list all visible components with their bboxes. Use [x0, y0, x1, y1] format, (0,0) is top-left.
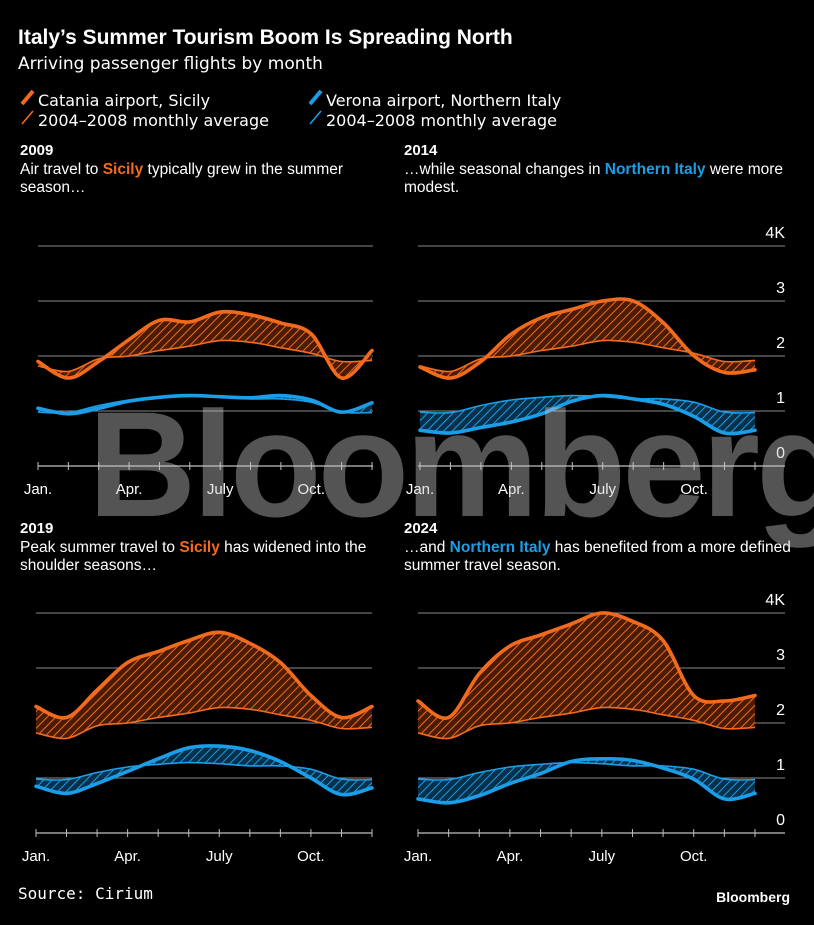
legend-thick-blue-icon — [308, 88, 326, 110]
panel-year: 2024 — [404, 520, 438, 537]
catania-average-line — [419, 339, 756, 373]
x-tick-label: Oct. — [680, 848, 708, 865]
catania-gap-fill — [38, 311, 372, 379]
legend-catania-avg: 2004–2008 monthly average — [20, 108, 269, 130]
source-note: Source: Cirium — [18, 884, 153, 903]
x-tick-label: Apr. — [116, 481, 143, 498]
legend-catania: Catania airport, Sicily — [20, 88, 210, 110]
brand-logo: Bloomberg — [716, 889, 790, 905]
y-tick-label: 3 — [776, 647, 785, 664]
catania-average-line — [35, 706, 373, 740]
panel-description: …and Northern Italy has benefited from a… — [404, 539, 791, 574]
verona-gap-fill — [418, 758, 755, 803]
panel-year: 2019 — [20, 520, 54, 537]
y-tick-label: 1 — [776, 390, 785, 407]
legend-thick-orange-icon — [20, 88, 38, 110]
y-tick-label: 2 — [776, 335, 785, 352]
verona-average-line — [35, 761, 373, 781]
x-tick-label: Oct. — [298, 481, 326, 498]
legend-verona: Verona airport, Northern Italy — [308, 88, 561, 110]
panel-description: Peak summer travel to Sicily has widened… — [20, 539, 367, 574]
verona-average-line — [417, 761, 756, 781]
verona-series-line — [416, 756, 757, 805]
x-tick-label: Oct. — [297, 848, 325, 865]
panel-year: 2014 — [404, 142, 438, 159]
x-tick-label: Apr. — [498, 481, 525, 498]
verona-series-line — [34, 744, 374, 797]
verona-series-line — [418, 393, 757, 436]
verona-gap-fill — [36, 745, 372, 795]
x-tick-label: Jan. — [406, 481, 434, 498]
x-tick-label: Jan. — [22, 848, 50, 865]
y-tick-label: 0 — [776, 812, 785, 829]
x-tick-label: Apr. — [114, 848, 141, 865]
x-tick-label: July — [207, 481, 234, 498]
chart-subtitle: Arriving passenger flights by month — [18, 54, 323, 74]
x-tick-label: Jan. — [24, 481, 52, 498]
legend-thin-orange-icon — [20, 108, 38, 130]
legend-verona-avg: 2004–2008 monthly average — [308, 108, 557, 130]
catania-gap-fill — [420, 298, 755, 379]
legend-label: 2004–2008 monthly average — [38, 111, 269, 130]
verona-series-line — [36, 393, 374, 416]
panel-description: Air travel to Sicily typically grew in t… — [20, 161, 344, 196]
legend-thin-blue-icon — [308, 108, 326, 130]
x-tick-label: July — [206, 848, 233, 865]
x-tick-label: July — [589, 481, 616, 498]
catania-gap-fill — [418, 612, 755, 739]
catania-series-line — [36, 309, 374, 380]
y-tick-label: 4K — [765, 592, 785, 609]
chart-title: Italy’s Summer Tourism Boom Is Spreading… — [18, 26, 513, 49]
y-tick-label: 0 — [776, 445, 785, 462]
catania-gap-fill — [36, 632, 372, 739]
panel-year: 2009 — [20, 142, 54, 159]
y-tick-label: 4K — [765, 225, 785, 242]
panel-description: …while seasonal changes in Northern Ital… — [404, 161, 784, 196]
catania-average-line — [37, 339, 373, 373]
catania-series-line — [34, 630, 374, 720]
catania-series-line — [416, 611, 757, 720]
x-tick-label: Apr. — [497, 848, 524, 865]
legend-label: 2004–2008 monthly average — [326, 111, 557, 130]
x-tick-label: Oct. — [680, 481, 708, 498]
y-tick-label: 2 — [776, 702, 785, 719]
catania-series-line — [418, 297, 757, 380]
legend-label: Verona airport, Northern Italy — [326, 91, 562, 110]
y-tick-label: 1 — [776, 757, 785, 774]
legend-label: Catania airport, Sicily — [38, 91, 211, 110]
y-tick-label: 3 — [776, 280, 785, 297]
x-tick-label: Jan. — [404, 848, 432, 865]
x-tick-label: July — [588, 848, 615, 865]
catania-average-line — [417, 706, 756, 740]
